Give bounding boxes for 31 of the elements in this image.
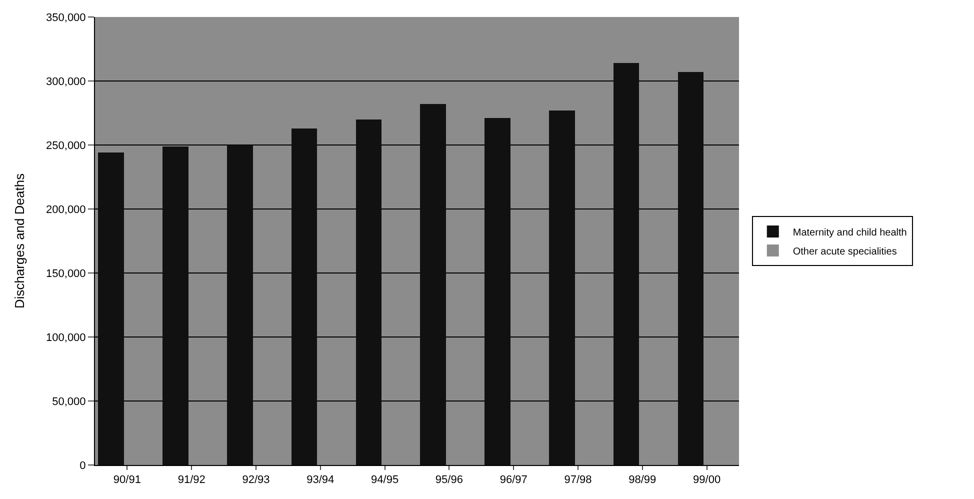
x-tick-label: 96/97	[500, 474, 528, 486]
bar	[356, 119, 382, 465]
bar	[549, 110, 575, 465]
bar	[98, 152, 124, 465]
bar	[484, 118, 510, 465]
x-tick-label: 90/91	[113, 474, 141, 486]
x-tick-label: 91/92	[178, 474, 206, 486]
y-tick-label: 250,000	[46, 140, 86, 152]
bar	[420, 104, 446, 465]
bar	[162, 146, 188, 465]
bar	[678, 72, 704, 465]
x-tick-label: 92/93	[242, 474, 270, 486]
legend-label: Maternity and child health	[792, 227, 907, 238]
y-tick-label: 200,000	[46, 204, 86, 216]
y-axis-title: Discharges and Deaths	[12, 172, 27, 309]
x-tick-label: 98/99	[628, 474, 656, 486]
x-tick-label: 93/94	[306, 474, 334, 486]
bar	[227, 145, 253, 465]
x-tick-label: 97/98	[564, 474, 592, 486]
y-tick-label: 50,000	[52, 396, 86, 408]
bar	[291, 128, 318, 465]
bar	[613, 63, 640, 465]
y-tick-label: 150,000	[46, 268, 86, 280]
legend-label: Other acute specialities	[792, 246, 897, 258]
x-tick-label: 94/95	[371, 474, 399, 486]
y-tick-label: 300,000	[46, 76, 86, 88]
x-tick-label: 95/96	[435, 474, 463, 486]
y-tick-label: 350,000	[46, 12, 86, 24]
x-tick-label: 99/00	[693, 474, 721, 486]
y-tick-label: 100,000	[46, 332, 86, 344]
y-tick-label: 0	[80, 460, 86, 472]
